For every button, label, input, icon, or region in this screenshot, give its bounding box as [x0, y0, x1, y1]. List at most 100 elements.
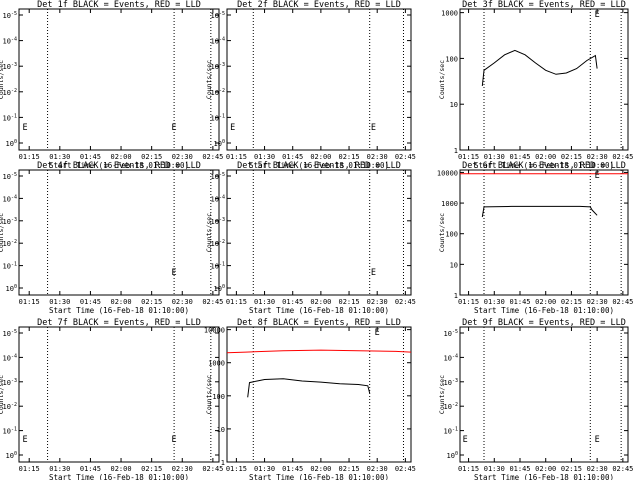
x-tick-label: 02:30 — [587, 153, 608, 161]
x-tick-label: 02:15 — [339, 298, 360, 306]
y-tick-label: 1 — [221, 459, 225, 467]
panel-3: Det 3f BLACK = Events, RED = LLD 1 10 100 10… — [438, 0, 633, 170]
x-tick-label: 02:00 — [535, 153, 556, 161]
panel-title: Det 5f BLACK = Events, RED = LLD — [237, 161, 401, 171]
y-tick-label: 100 — [445, 55, 458, 63]
panel-title: Det 8f BLACK = Events, RED = LLD — [237, 318, 401, 328]
x-axis-label: Start Time (16-Feb-18 01:10:00) — [49, 161, 189, 170]
y-tick-label: 100 — [6, 451, 17, 460]
x-axis-label: Start Time (16-Feb-18 01:10:00) — [249, 161, 389, 170]
x-axis-label: Start Time (16-Feb-18 01:10:00) — [49, 306, 189, 315]
y-tick-label: 10-4 — [444, 353, 458, 362]
panel-title: Det 2f BLACK = Events, RED = LLD — [237, 0, 401, 10]
event-marker: E — [595, 10, 600, 20]
x-tick-label: 02:45 — [612, 298, 633, 306]
event-marker: E — [172, 268, 177, 278]
y-tick-label: 10000 — [204, 327, 225, 335]
y-tick-label: 10-3 — [3, 378, 17, 387]
y-axis-label: Counts/sec — [0, 213, 5, 252]
x-tick-label: 02:00 — [111, 298, 132, 306]
y-tick-label: 10-3 — [444, 378, 458, 387]
panel-title: Det 9f BLACK = Events, RED = LLD — [462, 318, 626, 328]
x-tick-label: 02:45 — [612, 153, 633, 161]
y-tick-label: 1 — [454, 147, 458, 155]
y-tick-label: 10-5 — [211, 11, 225, 20]
x-tick-label: 01:15 — [19, 465, 40, 473]
events-series-line — [481, 49, 598, 87]
panel-2: Det 2f BLACK = Events, RED = LLD 100 10-1 1… — [205, 0, 416, 170]
y-tick-label: 10000 — [437, 169, 458, 177]
x-tick-label: 02:30 — [367, 153, 388, 161]
event-marker: E — [371, 268, 376, 278]
y-tick-label: 10-5 — [3, 172, 17, 181]
x-tick-label: 01:45 — [80, 465, 101, 473]
x-tick-label: 02:00 — [535, 465, 556, 473]
plot-frame — [459, 169, 629, 296]
plot-frame — [226, 8, 412, 151]
x-tick-label: 02:00 — [111, 465, 132, 473]
y-tick-label: 1000 — [441, 10, 458, 18]
y-tick-label: 100 — [447, 451, 458, 460]
x-tick-label: 02:15 — [141, 153, 162, 161]
x-tick-label: 02:00 — [310, 465, 331, 473]
y-tick-label: 100 — [212, 393, 225, 401]
y-tick-label: 10-1 — [3, 113, 17, 122]
x-tick-label: 01:45 — [282, 298, 303, 306]
x-tick-label: 02:30 — [587, 465, 608, 473]
plot-frame — [18, 326, 220, 463]
x-tick-label: 02:45 — [395, 465, 416, 473]
x-tick-label: 01:15 — [226, 465, 247, 473]
events-series-line — [481, 205, 598, 218]
y-axis-label: Counts/sec — [205, 375, 213, 414]
x-tick-label: 01:15 — [19, 153, 40, 161]
y-tick-label: 10-2 — [3, 239, 17, 248]
y-tick-label: 10-2 — [444, 402, 458, 411]
x-tick-label: 02:30 — [172, 465, 193, 473]
y-tick-label: 10-2 — [211, 239, 225, 248]
x-tick-label: 02:15 — [339, 465, 360, 473]
x-tick-label: 01:30 — [484, 465, 505, 473]
y-tick-label: 10-4 — [3, 194, 17, 203]
x-tick-label: 01:45 — [80, 153, 101, 161]
y-tick-label: 10-5 — [444, 329, 458, 338]
plot-frame — [459, 326, 629, 463]
x-tick-label: 02:00 — [535, 298, 556, 306]
x-tick-label: 01:45 — [80, 298, 101, 306]
x-tick-label: 02:00 — [310, 298, 331, 306]
y-axis-label: Counts/sec — [438, 213, 446, 252]
x-axis-label: Start Time (16-Feb-18 01:10:00) — [249, 473, 389, 480]
panel-8: Det 8f BLACK = Events, RED = LLD 1 10 100 10… — [204, 318, 416, 480]
y-tick-label: 10-4 — [3, 353, 17, 362]
x-tick-label: 01:45 — [282, 465, 303, 473]
panel-6: Det 6f BLACK = Events, RED = LLD 1 10 100 10… — [437, 161, 633, 315]
y-tick-label: 10-3 — [3, 62, 17, 71]
x-tick-label: 02:00 — [310, 153, 331, 161]
y-tick-label: 10-5 — [211, 172, 225, 181]
x-tick-label: 01:45 — [282, 153, 303, 161]
y-tick-label: 10-1 — [3, 427, 17, 436]
panel-title: Det 4f BLACK = Events, RED = LLD — [37, 161, 201, 171]
plot-frame — [18, 8, 220, 151]
x-tick-label: 01:15 — [458, 153, 479, 161]
event-marker: E — [230, 123, 235, 133]
x-tick-label: 01:30 — [49, 298, 70, 306]
y-tick-label: 1000 — [441, 200, 458, 208]
y-tick-label: 10-2 — [3, 88, 17, 97]
y-tick-label: 10 — [450, 261, 458, 269]
y-axis-label: Counts/sec — [438, 375, 446, 414]
x-tick-label: 02:15 — [561, 298, 582, 306]
panel-4: Det 4f BLACK = Events, RED = LLD 100 10-1 1… — [0, 161, 223, 315]
x-tick-label: 02:45 — [202, 153, 223, 161]
y-tick-label: 10-3 — [211, 217, 225, 226]
y-tick-label: 10-4 — [211, 37, 225, 46]
event-marker: E — [172, 435, 177, 445]
x-tick-label: 01:45 — [509, 465, 530, 473]
x-tick-label: 01:30 — [49, 153, 70, 161]
y-tick-label: 10-1 — [211, 262, 225, 271]
event-marker: E — [23, 123, 28, 133]
x-tick-label: 02:30 — [367, 298, 388, 306]
y-tick-label: 1 — [454, 292, 458, 300]
event-marker: E — [595, 435, 600, 445]
y-tick-label: 10-1 — [211, 113, 225, 122]
x-tick-label: 01:30 — [254, 465, 275, 473]
